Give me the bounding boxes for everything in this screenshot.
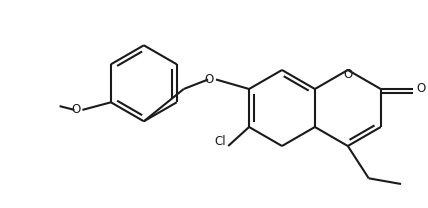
Text: Cl: Cl xyxy=(214,135,226,148)
Text: O: O xyxy=(205,73,214,86)
Text: O: O xyxy=(416,83,425,95)
Text: O: O xyxy=(343,68,352,81)
Text: O: O xyxy=(71,103,80,116)
